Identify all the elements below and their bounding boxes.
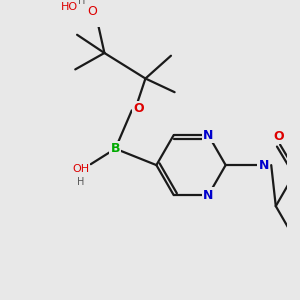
Text: O: O bbox=[273, 130, 284, 143]
Text: B: B bbox=[111, 142, 120, 155]
Text: N: N bbox=[203, 129, 214, 142]
Text: O: O bbox=[134, 102, 144, 115]
Text: O: O bbox=[88, 5, 98, 19]
Text: N: N bbox=[259, 159, 269, 172]
Text: H: H bbox=[78, 0, 85, 6]
Text: OH: OH bbox=[72, 164, 89, 174]
Text: HO: HO bbox=[61, 2, 78, 12]
Text: N: N bbox=[203, 189, 214, 202]
Text: H: H bbox=[77, 176, 84, 187]
